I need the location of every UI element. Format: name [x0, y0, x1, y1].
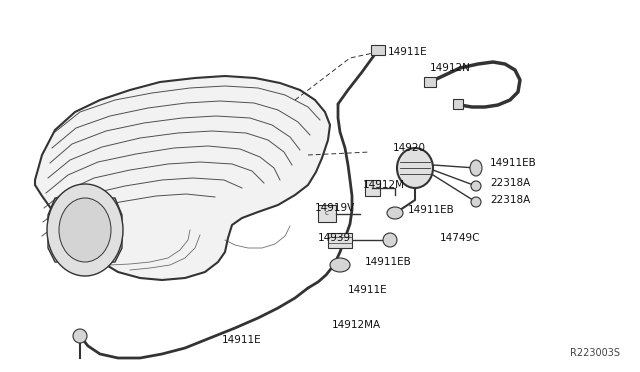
Text: 14911EB: 14911EB — [490, 158, 537, 168]
Text: 14749C: 14749C — [440, 233, 481, 243]
Text: 14911E: 14911E — [388, 47, 428, 57]
Ellipse shape — [47, 184, 123, 276]
Text: 14911E: 14911E — [348, 285, 388, 295]
Polygon shape — [365, 180, 380, 196]
Text: 14911EB: 14911EB — [365, 257, 412, 267]
Text: c: c — [325, 210, 329, 216]
Text: R223003S: R223003S — [570, 348, 620, 358]
Text: 14912MA: 14912MA — [332, 320, 381, 330]
Text: 22318A: 22318A — [490, 178, 531, 188]
Text: 14911E: 14911E — [222, 335, 262, 345]
Ellipse shape — [73, 329, 87, 343]
Ellipse shape — [387, 207, 403, 219]
Ellipse shape — [471, 181, 481, 191]
Ellipse shape — [471, 197, 481, 207]
Text: 14920: 14920 — [393, 143, 426, 153]
Ellipse shape — [397, 148, 433, 188]
Ellipse shape — [330, 258, 350, 272]
Text: 22318A: 22318A — [490, 195, 531, 205]
Text: 14912N: 14912N — [430, 63, 471, 73]
Ellipse shape — [470, 160, 482, 176]
Text: 14912M: 14912M — [363, 180, 405, 190]
Text: 14911EB: 14911EB — [408, 205, 455, 215]
Bar — [453, 99, 463, 109]
Polygon shape — [48, 198, 122, 262]
Ellipse shape — [59, 198, 111, 262]
Polygon shape — [328, 233, 352, 248]
Ellipse shape — [383, 233, 397, 247]
Text: 14919V: 14919V — [315, 203, 355, 213]
Bar — [424, 77, 436, 87]
Polygon shape — [318, 205, 336, 222]
Bar — [371, 45, 385, 55]
Text: 14939: 14939 — [318, 233, 351, 243]
Polygon shape — [35, 76, 330, 280]
